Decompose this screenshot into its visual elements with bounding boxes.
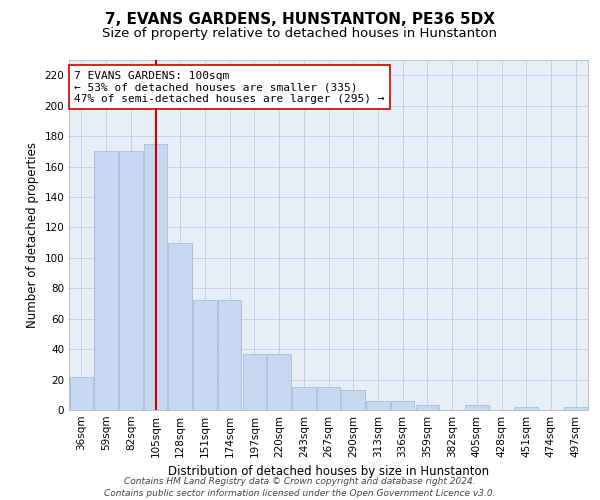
Bar (144, 144, 167, 410)
Bar (242, 354, 266, 410)
Bar (564, 407, 587, 410)
Bar (218, 300, 241, 410)
Text: Size of property relative to detached houses in Hunstanton: Size of property relative to detached ho… (103, 28, 497, 40)
Bar (465, 406, 488, 410)
Bar (514, 407, 538, 410)
Bar (94, 152, 118, 410)
X-axis label: Distribution of detached houses by size in Hunstanton: Distribution of detached houses by size … (168, 466, 489, 478)
Bar (292, 387, 316, 410)
Bar (416, 406, 439, 410)
Bar (391, 401, 415, 410)
Bar (70, 376, 93, 410)
Bar (119, 152, 143, 410)
Text: 7 EVANS GARDENS: 100sqm
← 53% of detached houses are smaller (335)
47% of semi-d: 7 EVANS GARDENS: 100sqm ← 53% of detache… (74, 70, 385, 104)
Bar (268, 354, 291, 410)
Y-axis label: Number of detached properties: Number of detached properties (26, 142, 39, 328)
Bar (317, 387, 340, 410)
Text: Contains HM Land Registry data © Crown copyright and database right 2024.
Contai: Contains HM Land Registry data © Crown c… (104, 476, 496, 498)
Bar (341, 390, 365, 410)
Bar (193, 300, 217, 410)
Bar (366, 401, 389, 410)
Text: 7, EVANS GARDENS, HUNSTANTON, PE36 5DX: 7, EVANS GARDENS, HUNSTANTON, PE36 5DX (105, 12, 495, 28)
Bar (169, 242, 192, 410)
